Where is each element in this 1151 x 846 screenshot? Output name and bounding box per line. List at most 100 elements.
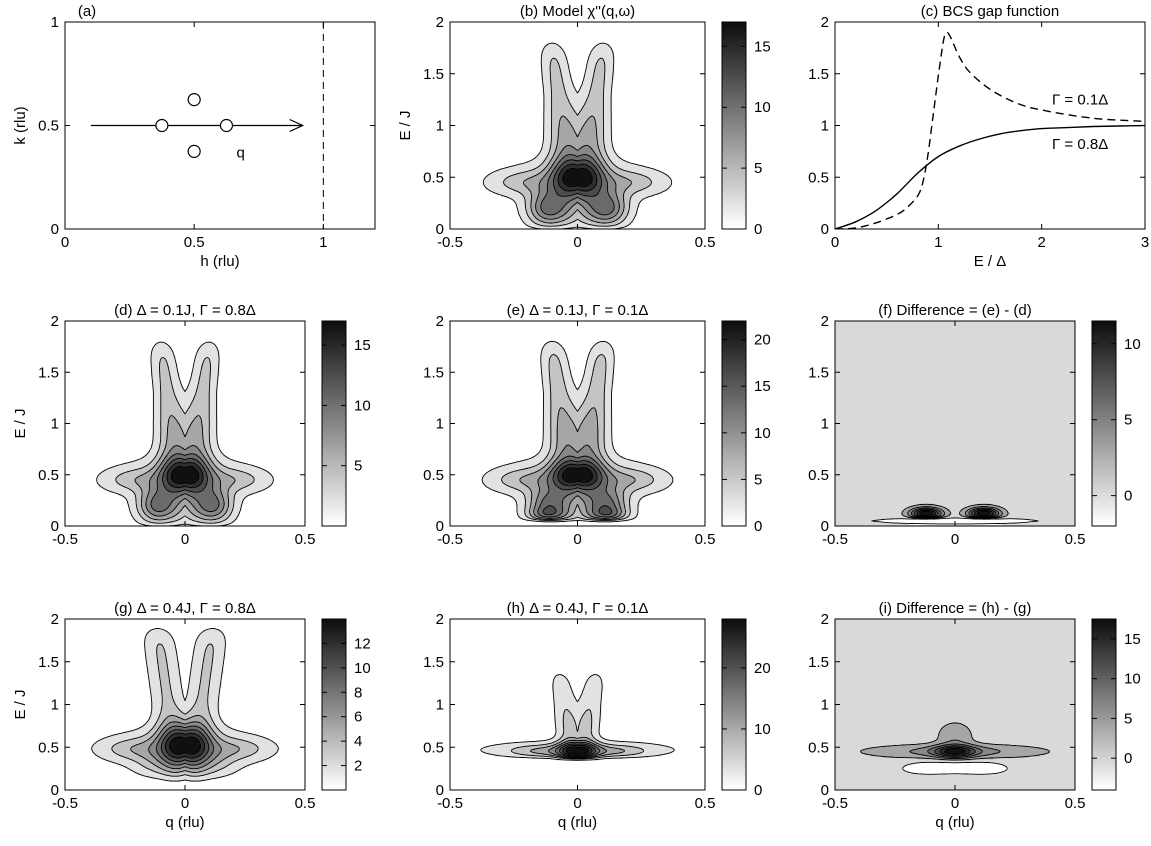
heatmap-cell [513,184,517,187]
heatmap-cell [545,59,549,63]
heatmap-cell [564,163,568,166]
heatmap-cell [600,78,604,82]
heatmap-cell [611,192,615,196]
heatmap-cell [554,106,557,109]
heatmap-cell [543,146,547,149]
heatmap-cell [590,68,593,71]
heatmap-cell [526,180,530,184]
heatmap-cell [547,82,551,85]
heatmap-cell [632,194,636,197]
heatmap-cell [560,199,564,203]
heatmap-cell [545,73,549,77]
heatmap-cell [596,94,600,97]
heatmap-cell [545,61,549,65]
heatmap-cell [596,173,600,177]
heatmap-cell [577,116,581,120]
heatmap-cell [530,180,534,184]
heatmap-cell [603,113,606,116]
heatmap-cell [552,77,555,80]
heatmap-cell [609,53,613,56]
heatmap-cell [588,85,591,89]
heatmap-cell [197,358,200,361]
heatmap-cell [530,185,534,189]
heatmap-cell [528,208,532,211]
heatmap-cell [511,184,515,187]
heatmap-cell [586,109,589,113]
heatmap-cell [607,113,610,116]
heatmap-cell [583,213,587,216]
heatmap-cell [583,139,587,142]
heatmap-cell [573,201,576,204]
heatmap-cell [600,204,604,208]
heatmap-cell [605,149,608,152]
heatmap-cell [503,177,506,180]
heatmap-cell [605,210,608,213]
heatmap-cell [579,116,583,120]
heatmap-cell [515,184,519,187]
heatmap-cell [596,75,600,78]
heatmap-cell [579,113,583,116]
heatmap-cell [588,185,591,189]
heatmap-cell [575,180,579,184]
heatmap-cell [624,213,627,216]
heatmap-cell [526,206,530,209]
heatmap-cell [554,130,557,134]
heatmap-cell [545,170,549,173]
heatmap-cell [600,180,604,184]
heatmap-cell [579,185,583,189]
heatmap-cell [654,178,657,182]
heatmap-cell [626,203,630,206]
heatmap-cell [583,106,587,109]
heatmap-cell [545,85,549,89]
heatmap-cell [513,172,517,175]
heatmap-cell [552,106,555,109]
heatmap-cell [615,225,619,228]
heatmap-cell [530,192,534,196]
heatmap-cell [630,170,634,173]
x-tick-label: 0.5 [695,234,716,251]
heatmap-cell [603,94,606,97]
heatmap-cell [556,80,559,83]
heatmap-cell [615,206,619,209]
heatmap-cell [547,154,551,158]
heatmap-cell [195,356,198,360]
heatmap-cell [588,109,591,113]
heatmap-cell [628,220,632,223]
heatmap-cell [617,185,621,189]
heatmap-cell [615,203,619,206]
heatmap-cell [159,346,162,349]
heatmap-cell [562,220,566,223]
heatmap-cell [526,222,530,225]
heatmap-cell [526,182,530,185]
heatmap-cell [562,59,566,63]
heatmap-cell [590,151,593,154]
heatmap-cell [560,109,564,113]
heatmap-cell [588,213,591,216]
heatmap-cell [615,161,619,165]
heatmap-cell [558,75,562,78]
series-annotation: Γ = 0.8Δ [1052,136,1108,153]
heatmap-cell [558,180,562,184]
heatmap-cell [596,77,600,80]
heatmap-cell [579,123,583,127]
heatmap-cell [558,78,562,82]
heatmap-cell [556,153,559,156]
heatmap-cell [596,172,600,175]
heatmap-cell [207,341,210,344]
heatmap-cell [575,130,579,134]
heatmap-cell [594,165,598,168]
heatmap-cell [607,160,610,163]
heatmap-cell [598,199,602,203]
heatmap-cell [554,185,557,189]
heatmap-cell [586,63,589,66]
heatmap-cell [201,358,204,361]
heatmap-cell [630,213,634,216]
heatmap-cell [564,72,568,75]
heatmap-cell [515,165,519,168]
heatmap-cell [564,223,568,227]
colorbar-step [722,97,746,102]
heatmap-cell [607,144,610,147]
heatmap-cell [607,199,610,203]
heatmap-cell [590,225,593,228]
heatmap-cell [575,220,579,223]
